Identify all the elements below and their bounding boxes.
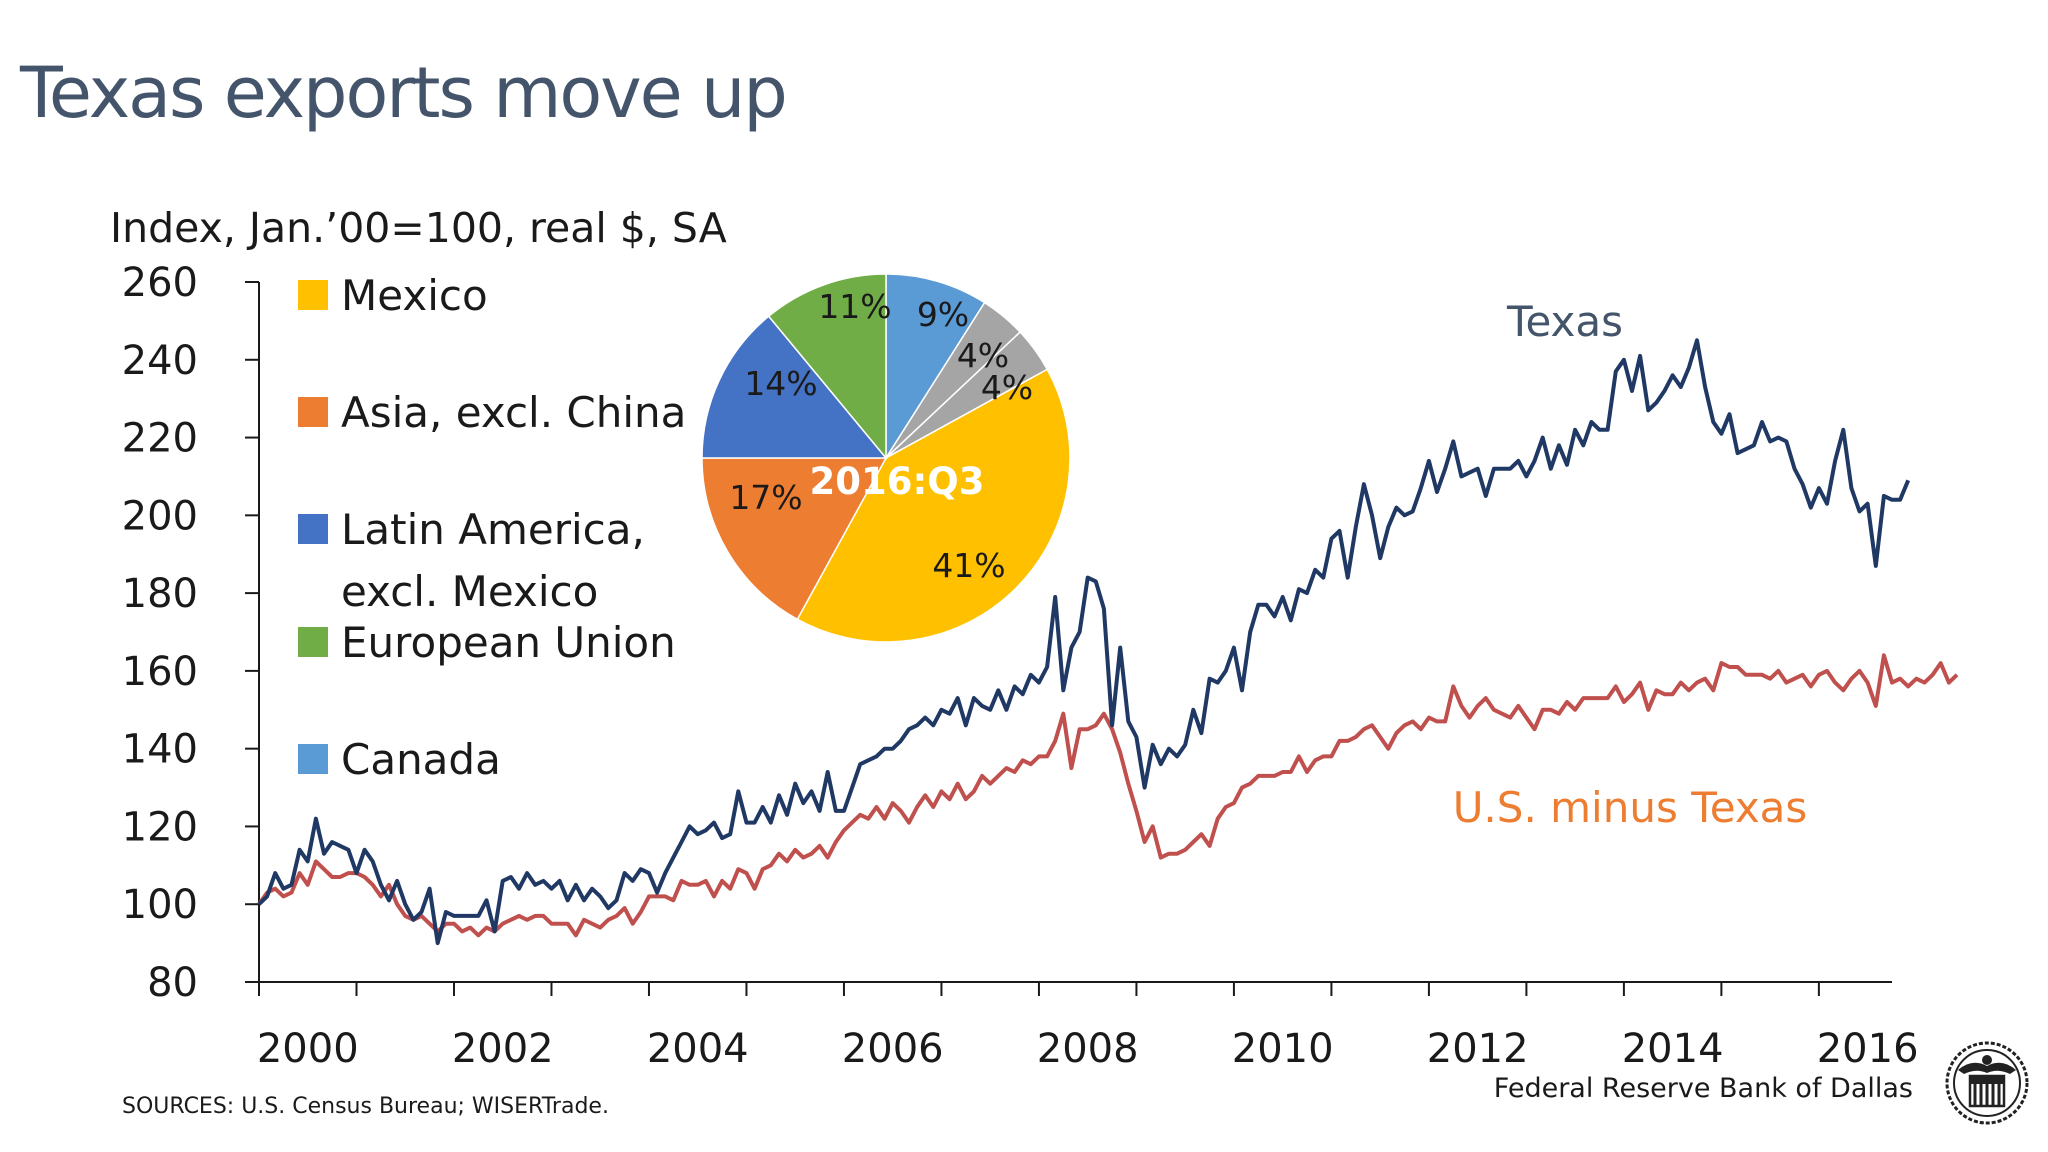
- x-tick-label: 2014: [1622, 1026, 1724, 1072]
- x-tick-label: 2000: [257, 1026, 359, 1072]
- pie-slice-label: 41%: [932, 546, 1005, 585]
- footer-credit: Federal Reserve Bank of Dallas: [1493, 1073, 1913, 1104]
- federal-reserve-seal-icon: [1945, 1041, 2029, 1125]
- pie-slice: [796, 368, 1071, 643]
- legend-label: Mexico: [341, 271, 488, 320]
- legend-label: Asia, excl. China: [341, 388, 686, 437]
- legend-swatch: [298, 397, 328, 427]
- y-tick-label: 180: [122, 571, 198, 617]
- pie-slice-label: 11%: [818, 287, 891, 326]
- y-tick-label: 160: [122, 649, 198, 695]
- legend-swatch: [298, 280, 328, 310]
- annotations: Texas U.S. minus Texas: [1453, 297, 1808, 832]
- legend-item: Mexico: [298, 271, 488, 320]
- x-tick-label: 2010: [1232, 1026, 1334, 1072]
- y-axis-title: Index, Jan.’00=100, real $, SA: [110, 204, 727, 252]
- legend-item: Canada: [298, 735, 501, 784]
- y-tick-label: 120: [122, 804, 198, 850]
- pie-chart: 9%4%4%41%17%14%11%2016:Q3: [701, 273, 1071, 643]
- sources-note: SOURCES: U.S. Census Bureau; WISERTrade.: [122, 1094, 609, 1119]
- pie-slice: [767, 273, 887, 461]
- series-line-us-minus-texas: [257, 653, 1959, 938]
- x-tick-label: 2004: [647, 1026, 749, 1072]
- x-tick-label: 2002: [452, 1026, 554, 1072]
- legend-label: Canada: [341, 735, 501, 784]
- legend-swatch: [298, 514, 328, 544]
- y-tick-label: 220: [122, 416, 198, 462]
- slide-title: Texas exports move up: [20, 52, 788, 134]
- us-minus-texas-series-label: U.S. minus Texas: [1453, 783, 1808, 832]
- x-tick-label: 2012: [1427, 1026, 1529, 1072]
- pie-slice-label: 9%: [917, 295, 969, 334]
- legend-item: Latin America, excl. Mexico: [298, 505, 645, 616]
- y-tick-label: 200: [122, 493, 198, 539]
- axes: 80 100 120 140 160 180 200 220 240 260 2000 2002 200…: [122, 260, 1919, 1072]
- legend-swatch: [298, 627, 328, 657]
- legend-label-line2: excl. Mexico: [341, 567, 598, 616]
- y-tick-label: 100: [122, 882, 198, 928]
- pie-slice-label: 17%: [729, 478, 802, 517]
- legend-item: European Union: [298, 618, 676, 667]
- x-tick-label: 2006: [842, 1026, 944, 1072]
- series-line-texas: [257, 338, 1911, 946]
- legend-label: European Union: [341, 618, 676, 667]
- y-tick-label: 240: [122, 338, 198, 384]
- y-tick-label: 140: [122, 727, 198, 773]
- pie-slice: [701, 315, 888, 459]
- y-tick-label: 80: [147, 960, 198, 1006]
- legend-item: Asia, excl. China: [298, 388, 686, 437]
- pie-slice-label: 4%: [981, 368, 1033, 407]
- legend-swatch: [298, 744, 328, 774]
- texas-series-label: Texas: [1506, 297, 1623, 346]
- pie-slice-label: 4%: [957, 336, 1009, 375]
- pie-title: 2016:Q3: [810, 460, 985, 503]
- legend: Mexico Asia, excl. China Latin America, exc…: [298, 271, 686, 784]
- pie-slice-label: 14%: [744, 364, 817, 403]
- series-lines: [257, 338, 1959, 946]
- pie-slice: [701, 457, 888, 621]
- legend-label: Latin America,: [341, 505, 645, 554]
- y-tick-label: 260: [122, 260, 198, 306]
- x-tick-label: 2016: [1817, 1026, 1919, 1072]
- x-tick-label: 2008: [1037, 1026, 1139, 1072]
- pie-slice: [885, 273, 986, 461]
